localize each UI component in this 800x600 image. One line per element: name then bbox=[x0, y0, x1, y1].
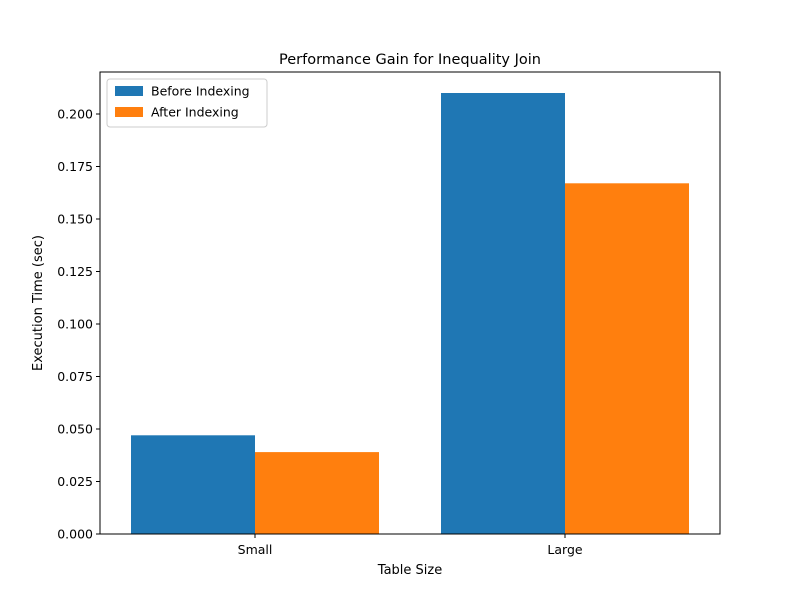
bar-before-indexing-large bbox=[441, 93, 565, 534]
x-tick-label: Small bbox=[238, 542, 273, 557]
chart-title: Performance Gain for Inequality Join bbox=[279, 52, 541, 68]
y-tick-label: 0.200 bbox=[57, 107, 93, 122]
y-axis: 0.000 0.025 0.050 0.075 0.100 0.125 0.150 0.175… bbox=[57, 107, 100, 542]
bar-after-indexing-small bbox=[255, 452, 379, 534]
y-tick-label: 0.050 bbox=[57, 422, 93, 437]
x-tick-label: Large bbox=[547, 542, 582, 557]
y-tick-label: 0.075 bbox=[57, 369, 93, 384]
bars-group bbox=[131, 93, 689, 535]
legend: Before Indexing After Indexing bbox=[106, 78, 268, 128]
bar-after-indexing-large bbox=[565, 183, 689, 535]
legend-swatch-after-indexing bbox=[115, 107, 143, 117]
legend-swatch-before-indexing bbox=[115, 86, 143, 96]
y-tick-label: 0.025 bbox=[57, 474, 93, 489]
x-axis: Small Large bbox=[238, 534, 583, 557]
bar-before-indexing-small bbox=[131, 435, 255, 534]
legend-box bbox=[106, 78, 268, 128]
legend-label-after-indexing: After Indexing bbox=[151, 105, 239, 120]
y-tick-label: 0.175 bbox=[57, 159, 93, 174]
plot-frame bbox=[99, 71, 721, 535]
y-tick-label: 0.100 bbox=[57, 317, 93, 332]
y-tick-label: 0.000 bbox=[57, 527, 93, 542]
legend-label-before-indexing: Before Indexing bbox=[151, 84, 250, 99]
x-axis-label: Table Size bbox=[377, 563, 442, 578]
y-axis-label: Execution Time (sec) bbox=[31, 235, 46, 371]
y-tick-label: 0.125 bbox=[57, 264, 93, 279]
y-tick-label: 0.150 bbox=[57, 212, 93, 227]
